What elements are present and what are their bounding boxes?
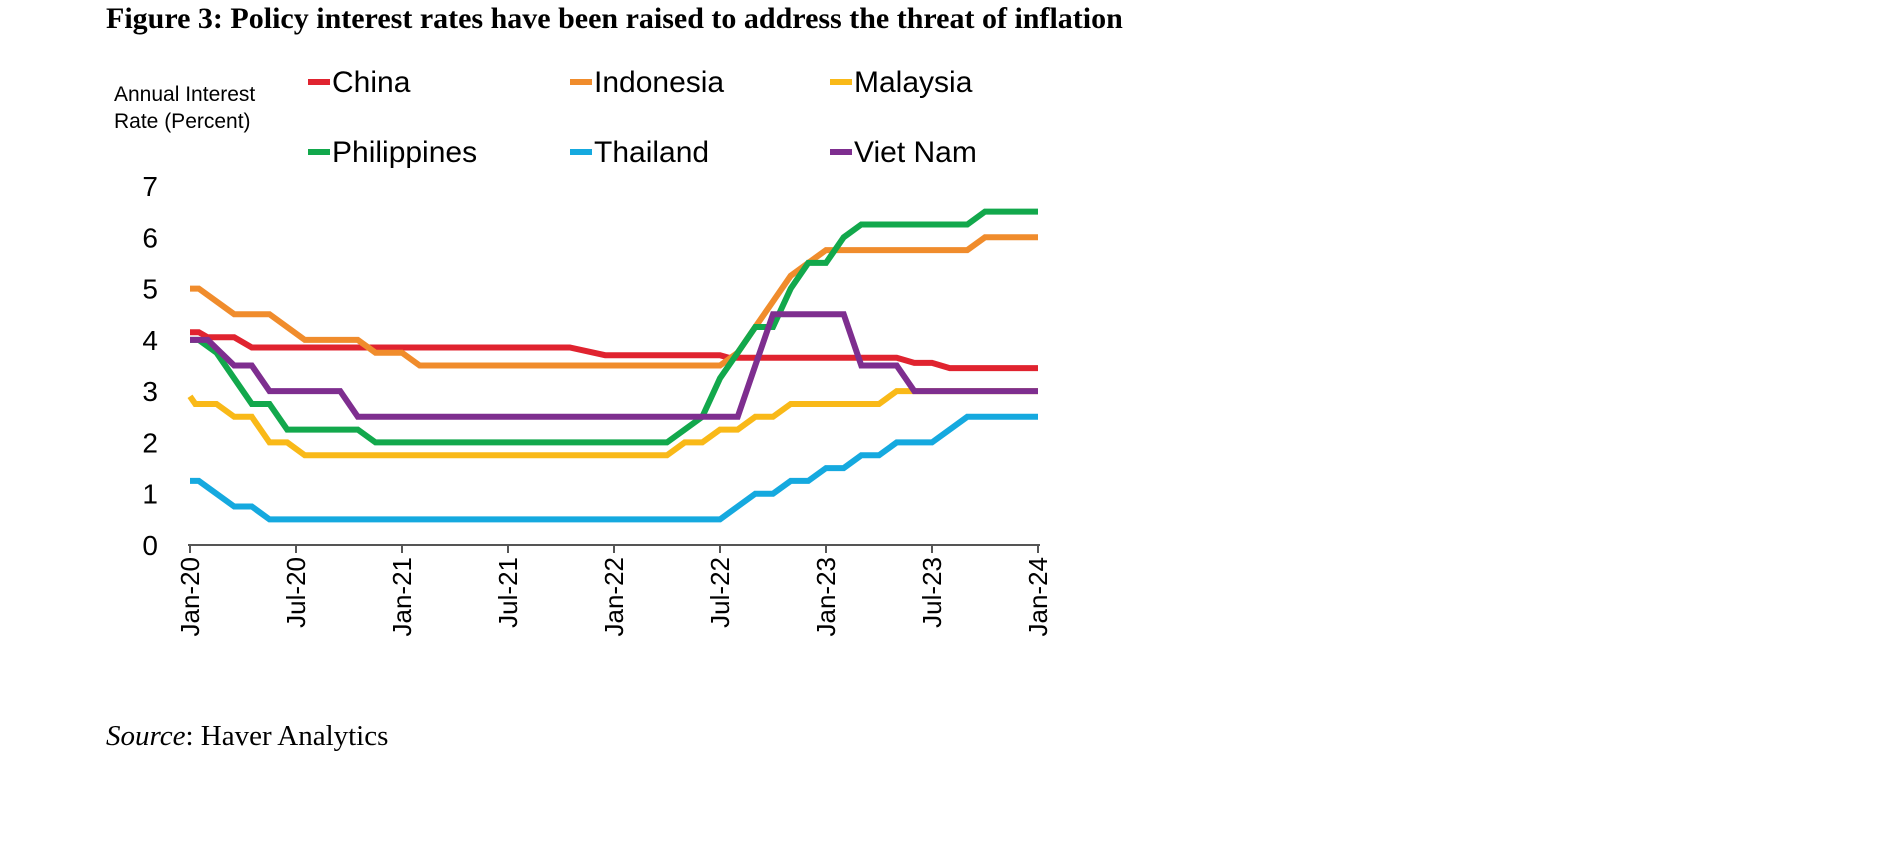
x-tick-label: Jul-22 <box>705 557 735 628</box>
y-tick-label: 7 <box>142 171 158 202</box>
y-axis-label-line: Annual Interest <box>114 83 255 106</box>
source-label: Source <box>106 720 186 752</box>
x-tick-label: Jul-20 <box>281 557 311 628</box>
x-tick-label: Jul-23 <box>917 557 947 628</box>
x-axis-ticks: Jan-20 Jul-20 Jan-21 Jul-21 Jan-22 Jul-22 Jan-… <box>175 545 1053 637</box>
y-tick-label: 4 <box>142 325 158 356</box>
x-tick-label: Jan-20 <box>175 557 205 637</box>
y-axis-ticks: 0 1 2 3 4 5 6 7 <box>142 171 158 561</box>
x-tick-label: Jan-24 <box>1023 557 1053 637</box>
y-tick-label: 5 <box>142 274 158 305</box>
y-tick-label: 1 <box>142 479 158 510</box>
legend-label: Philippines <box>332 136 477 169</box>
y-tick-label: 2 <box>142 427 158 458</box>
y-axis-label: Annual Interest Rate (Percent) <box>114 83 255 133</box>
legend-label: Indonesia <box>594 66 724 99</box>
series-line-philippines <box>190 208 1038 446</box>
series-line-china <box>190 329 1038 372</box>
series-line-thailand <box>190 413 1038 523</box>
legend-label: Viet Nam <box>854 136 977 169</box>
line-chart: Annual Interest Rate (Percent) China Indon… <box>114 66 1053 637</box>
series-lines <box>187 208 1038 523</box>
legend-item: Viet Nam <box>830 136 977 169</box>
legend-item: Thailand <box>570 136 709 169</box>
x-tick-label: Jan-21 <box>387 557 417 637</box>
x-tick-label: Jul-21 <box>493 557 523 628</box>
y-tick-label: 0 <box>142 530 158 561</box>
legend-item: Philippines <box>308 136 477 169</box>
legend-label: Thailand <box>594 136 709 169</box>
legend-item: Indonesia <box>570 66 724 99</box>
figure-title: Figure 3: Policy interest rates have bee… <box>106 2 1123 35</box>
legend: China Indonesia Malaysia Philippines Thailan… <box>308 66 977 169</box>
source-note: Source: Haver Analytics <box>106 720 388 753</box>
series-line-malaysia <box>187 388 1038 459</box>
y-axis-label-line: Rate (Percent) <box>114 110 251 133</box>
series-line-viet-nam <box>190 311 1038 420</box>
legend-label: Malaysia <box>854 66 973 99</box>
x-tick-label: Jan-22 <box>599 557 629 637</box>
y-tick-label: 3 <box>142 376 158 407</box>
legend-item: Malaysia <box>830 66 973 99</box>
source-text: : Haver Analytics <box>185 720 389 752</box>
y-tick-label: 6 <box>142 222 158 253</box>
legend-label: China <box>332 66 411 99</box>
legend-item: China <box>308 66 411 99</box>
series-line-indonesia <box>190 234 1038 369</box>
x-tick-label: Jan-23 <box>811 557 841 637</box>
